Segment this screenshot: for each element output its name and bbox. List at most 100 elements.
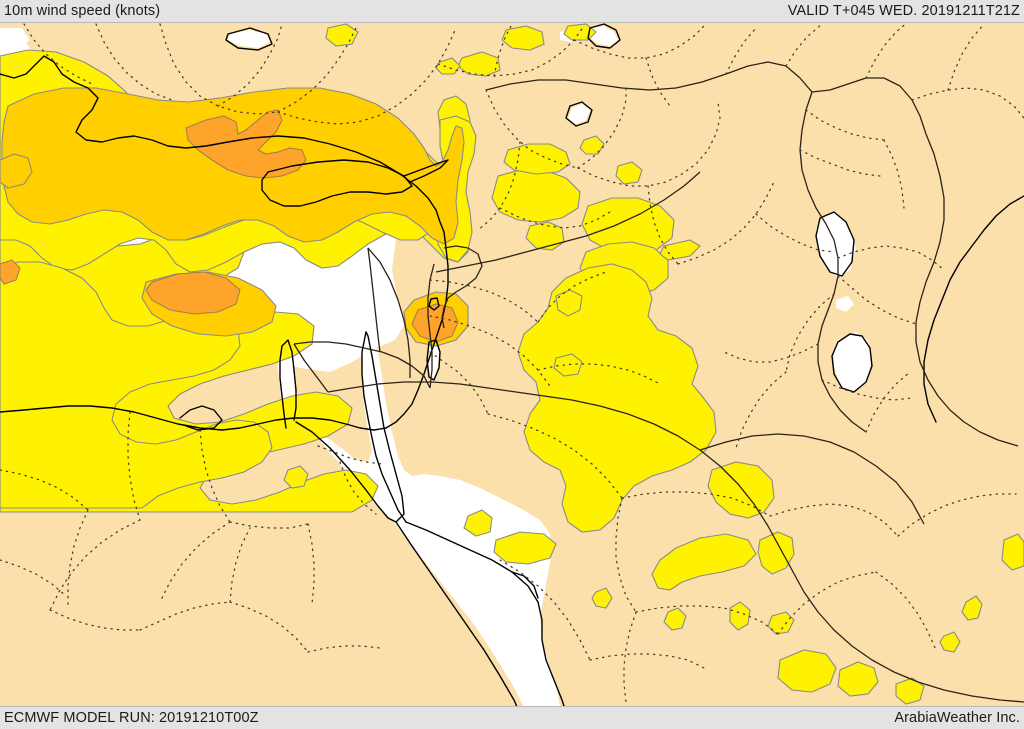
border-israel-egypt xyxy=(367,247,381,353)
internal-jordan-a xyxy=(429,279,539,323)
contour-jordan-small-a xyxy=(525,221,565,251)
internal-jordan-d xyxy=(537,363,661,385)
coast-sea-of-galilee xyxy=(428,297,440,311)
internal-egypt-f xyxy=(49,609,141,631)
persian-gulf-islands xyxy=(816,212,856,278)
coast-redsea-west xyxy=(395,521,523,719)
internal-turkey-l xyxy=(947,23,985,91)
internal-iraq-a xyxy=(837,245,945,271)
internal-sinai-b xyxy=(339,461,377,515)
contour-syria-n-yellow xyxy=(503,143,571,175)
border-jordan-saudi-corner xyxy=(293,343,329,393)
contour-saudi-small-b xyxy=(663,607,687,631)
coast-aqaba-east xyxy=(361,331,407,523)
internal-egypt-e xyxy=(49,519,141,611)
contour-saudi-n-yellow-a xyxy=(707,461,775,519)
contour-saudi-right-edge xyxy=(1001,533,1024,571)
header-bar: 10m wind speed (knots) VALID T+045 WED. … xyxy=(0,0,1024,22)
contour-orange-hatay-core xyxy=(411,303,459,343)
contour-saudi-n-yellow-b xyxy=(651,533,757,591)
contour-redsea-spot-b xyxy=(493,531,557,565)
black-sea-sliver xyxy=(0,28,30,52)
border-lebanon-south xyxy=(441,297,449,329)
red-sea-east-coast-inlet xyxy=(496,660,560,707)
header-divider xyxy=(0,22,1024,23)
contour-saudi-small-c xyxy=(767,611,795,635)
coast-dead-sea xyxy=(426,339,441,381)
internal-saudi-k xyxy=(589,653,705,669)
border-lebanon xyxy=(443,245,483,299)
contour-jordan-desert-yellow xyxy=(517,263,717,533)
internal-turkey-o xyxy=(23,23,93,85)
coastline-layer xyxy=(0,23,1024,719)
footer-divider xyxy=(0,706,1024,707)
lake-van xyxy=(590,26,618,46)
border-syria-jordan xyxy=(435,171,701,273)
border-jordan-iraq-saudi xyxy=(327,381,1024,703)
internal-border-layer xyxy=(0,21,1024,703)
internal-syria-d xyxy=(647,185,679,265)
contour-saudi-small-a xyxy=(729,601,751,631)
coast-redsea-east xyxy=(405,521,569,719)
contour-orange-left-edge xyxy=(0,259,21,285)
internal-iraq-i xyxy=(799,149,881,177)
contour-saudi-far-e2 xyxy=(939,631,961,653)
internal-jordan-e xyxy=(429,351,489,415)
internal-saudi-b xyxy=(621,491,771,517)
valid-time-label: VALID T+045 WED. 20191211T21Z xyxy=(787,3,1020,19)
internal-iraq-e xyxy=(821,379,913,401)
dead-sea xyxy=(428,342,439,378)
coast-nile-delta xyxy=(179,405,223,431)
coast-gulf-island xyxy=(815,211,855,277)
internal-turkey-g xyxy=(645,57,671,107)
border-turkey-iraq-iran xyxy=(811,77,927,135)
coast-redsea-east-bay xyxy=(511,571,539,599)
contour-saudi-far-e xyxy=(961,595,983,621)
coast-lake-assad xyxy=(565,101,593,127)
internal-iraq-g xyxy=(865,371,911,433)
coast-lake-tuz xyxy=(225,27,273,51)
internal-saudi-j xyxy=(499,559,591,661)
internal-saudi-c xyxy=(769,503,899,537)
qatar-peninsula xyxy=(834,332,872,392)
contour-saudi-small-d xyxy=(591,587,613,609)
internal-syria-f xyxy=(499,207,611,229)
coast-egypt-north xyxy=(0,405,223,431)
internal-egypt-c xyxy=(229,521,309,529)
internal-egypt-b xyxy=(159,521,231,603)
border-jordan-israel xyxy=(427,263,435,389)
border-iraq-iran xyxy=(915,133,1019,447)
internal-jordan-c xyxy=(537,271,607,323)
coast-cyprus xyxy=(261,159,413,207)
model-run-label: ECMWF MODEL RUN: 20191210T00Z xyxy=(4,710,259,726)
contour-jordan-small-c xyxy=(553,353,583,377)
coast-lake-van xyxy=(587,23,621,49)
coast-suez-west xyxy=(279,339,297,429)
red-sea xyxy=(300,332,560,707)
coast-persian-gulf xyxy=(923,195,1024,423)
contour-iraq-small-a xyxy=(615,161,643,185)
internal-syria-c xyxy=(577,101,721,187)
internal-turkey-h xyxy=(725,27,757,75)
lake-tuz xyxy=(228,30,270,48)
internal-iraq-b xyxy=(837,275,917,325)
internal-syria-b xyxy=(577,87,627,169)
contour-saudi-bottom-b xyxy=(837,661,879,697)
lake-assad xyxy=(568,104,590,124)
gulf-island-small xyxy=(836,296,854,312)
internal-turkey-e xyxy=(493,23,513,77)
internal-iraq-d xyxy=(723,343,819,363)
contour-redsea-spot-a xyxy=(463,509,493,537)
internal-egypt-m xyxy=(307,645,381,653)
internal-turkey-k xyxy=(911,87,1024,119)
contour-jordan-sliver xyxy=(659,239,701,261)
internal-iraq-j xyxy=(883,139,905,209)
internal-saudi-g xyxy=(875,571,937,651)
contour-syria-ne-yellow xyxy=(581,197,675,255)
contour-turkey-small-b xyxy=(435,57,461,75)
internal-saudi-f xyxy=(777,571,877,635)
internal-saudi-e xyxy=(635,605,779,635)
